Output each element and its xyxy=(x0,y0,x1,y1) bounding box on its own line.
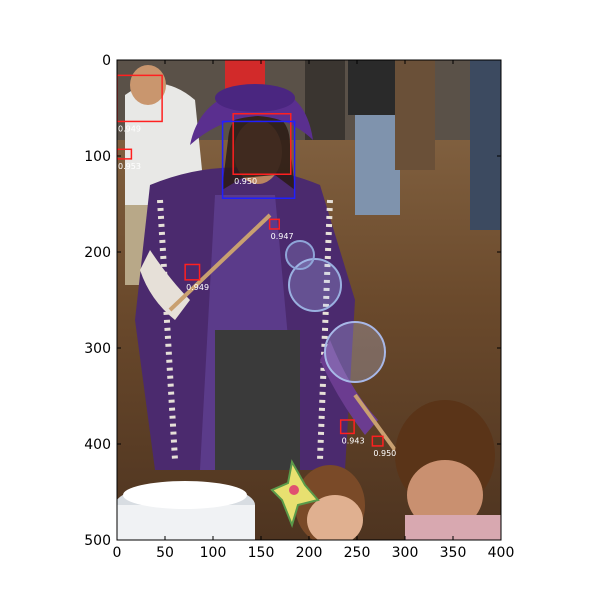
background-person-legs xyxy=(355,105,400,215)
hat-top xyxy=(215,84,295,112)
bubble xyxy=(288,258,342,312)
child-face-left xyxy=(307,495,363,540)
cloak-pattern xyxy=(157,199,333,461)
left-person-head xyxy=(130,65,166,105)
detection-score: 0.950 xyxy=(234,177,257,186)
background-person-tan xyxy=(395,60,435,170)
y-tick-label: 400 xyxy=(84,437,111,453)
detection-score: 0.953 xyxy=(118,162,141,171)
right-arm xyxy=(320,340,378,435)
photo xyxy=(117,60,501,540)
background-person-right xyxy=(470,60,501,230)
detection-score: 0.943 xyxy=(342,436,365,445)
detection-boxes: 0.949 0.953 0.950 0.947 0.949 0.943 0.950 xyxy=(117,74,396,458)
x-tick-label: 200 xyxy=(296,545,323,561)
detection-score: 0.949 xyxy=(186,283,209,292)
detection-box xyxy=(184,263,201,281)
child-face-right xyxy=(407,460,483,530)
bubble-wand xyxy=(168,213,272,312)
y-tick-label: 0 xyxy=(102,53,111,69)
detection-box xyxy=(221,120,296,199)
skirt xyxy=(215,330,300,470)
y-tick-label: 300 xyxy=(84,341,111,357)
bubble xyxy=(324,321,386,383)
background-person-dark xyxy=(305,60,345,140)
x-tick-label: 100 xyxy=(200,545,227,561)
y-tick-label: 500 xyxy=(84,533,111,549)
y-axis: 0 100 200 300 400 500 xyxy=(84,53,501,549)
detection-box xyxy=(117,148,133,160)
x-tick-label: 250 xyxy=(344,545,371,561)
detection-box xyxy=(268,218,280,230)
y-tick-label: 200 xyxy=(84,245,111,261)
y-tick-label: 100 xyxy=(84,149,111,165)
detection-box xyxy=(339,419,355,435)
x-tick-label: 350 xyxy=(440,545,467,561)
detection-score: 0.950 xyxy=(373,449,396,458)
bubble-foam xyxy=(123,481,247,509)
detection-score: 0.947 xyxy=(271,232,294,241)
bubble-wand-right xyxy=(353,393,397,452)
x-tick-label: 300 xyxy=(392,545,419,561)
bubble-tub-body xyxy=(117,505,255,540)
x-tick-label: 400 xyxy=(488,545,515,561)
x-tick-label: 50 xyxy=(156,545,174,561)
pinwheel-center xyxy=(289,485,299,495)
x-tick-label: 0 xyxy=(113,545,122,561)
x-tick-label: 150 xyxy=(248,545,275,561)
detection-box xyxy=(117,74,163,123)
bubble xyxy=(285,240,315,270)
x-axis: 0 50 100 150 200 250 300 350 400 xyxy=(113,60,515,561)
detection-score: 0.949 xyxy=(118,124,141,133)
hair xyxy=(222,111,295,190)
child-body-right xyxy=(405,515,501,540)
detection-box xyxy=(371,435,384,447)
detection-box xyxy=(232,113,292,175)
